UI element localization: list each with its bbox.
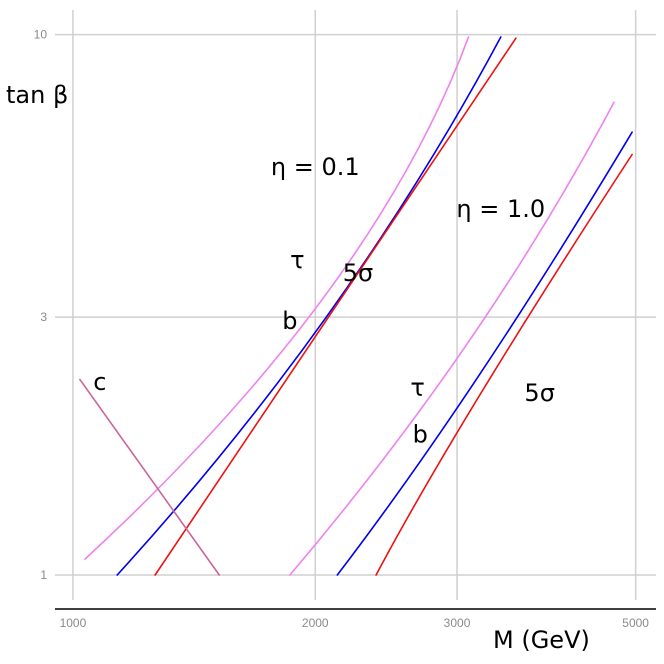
annotation-eta-01: η = 0.1: [271, 153, 360, 181]
tick-labels: 1000 2000 3000 5000 1 3 10: [34, 28, 650, 630]
grid: [55, 10, 656, 600]
line-c: [79, 378, 221, 576]
line-b_eta01: [116, 36, 502, 576]
y-tick-label: 10: [34, 28, 48, 42]
annotation-b-2: b: [413, 420, 428, 448]
y-axis-label: tan β: [6, 81, 68, 109]
line-sigma5_eta01: [154, 37, 517, 576]
x-tick-label: 2000: [302, 616, 329, 630]
x-tick-label: 3000: [444, 616, 471, 630]
line-sigma5_eta10: [375, 153, 633, 576]
y-tick-label: 3: [40, 310, 47, 324]
y-tick-label: 1: [40, 568, 47, 582]
series: [79, 36, 633, 576]
annotation-sigma5-2: 5σ: [524, 379, 554, 407]
x-tick-label: 5000: [622, 616, 649, 630]
line-b_eta10: [336, 131, 633, 576]
annotation-b-1: b: [282, 307, 297, 335]
annotation-sigma5-1: 5σ: [343, 259, 373, 287]
annotation-tau-1: τ: [290, 246, 304, 274]
line-tau_eta10: [289, 101, 615, 576]
annotation-tau-2: τ: [410, 373, 424, 401]
annotation-eta-10: η = 1.0: [456, 195, 545, 223]
line-tau_eta01: [84, 36, 470, 560]
x-axis-label: M (GeV): [493, 626, 590, 654]
x-tick-label: 1000: [60, 616, 87, 630]
annotation-c-label: c: [93, 368, 106, 396]
